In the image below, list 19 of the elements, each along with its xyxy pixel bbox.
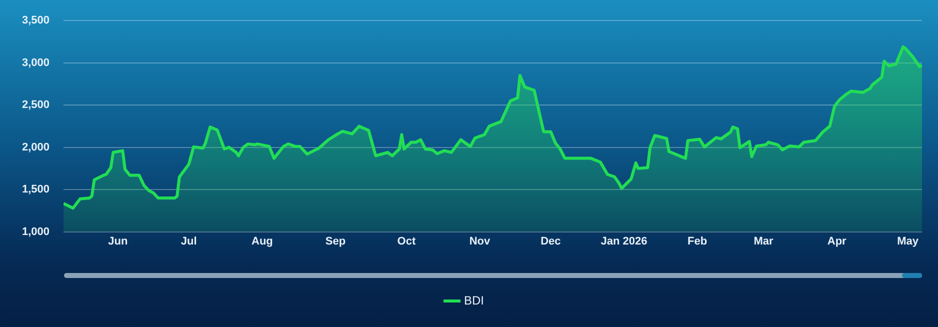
x-tick-label: Oct (397, 235, 416, 248)
x-tick-label: Apr (827, 235, 848, 248)
y-tick-label: 1,500 (22, 184, 50, 196)
legend-label: BDI (464, 293, 484, 308)
x-tick-label: May (897, 235, 920, 248)
y-tick-label: 2,000 (22, 141, 50, 154)
x-tick-label: Jun (108, 235, 128, 248)
x-tick-label: Aug (251, 235, 273, 248)
x-tick-label: Nov (469, 235, 492, 248)
x-tick-label: Sep (325, 235, 346, 248)
x-tick-label: Jul (180, 235, 197, 248)
x-tick-label: Dec (540, 235, 561, 248)
y-tick-label: 3,500 (22, 14, 50, 27)
x-tick-label: Feb (688, 235, 708, 248)
y-tick-label: 1,000 (22, 226, 50, 238)
y-tick-label: 3,000 (22, 56, 50, 69)
x-tick-label: Jan 2026 (600, 235, 648, 248)
y-tick-label: 2,500 (22, 99, 50, 112)
x-tick-label: Mar (754, 235, 774, 248)
